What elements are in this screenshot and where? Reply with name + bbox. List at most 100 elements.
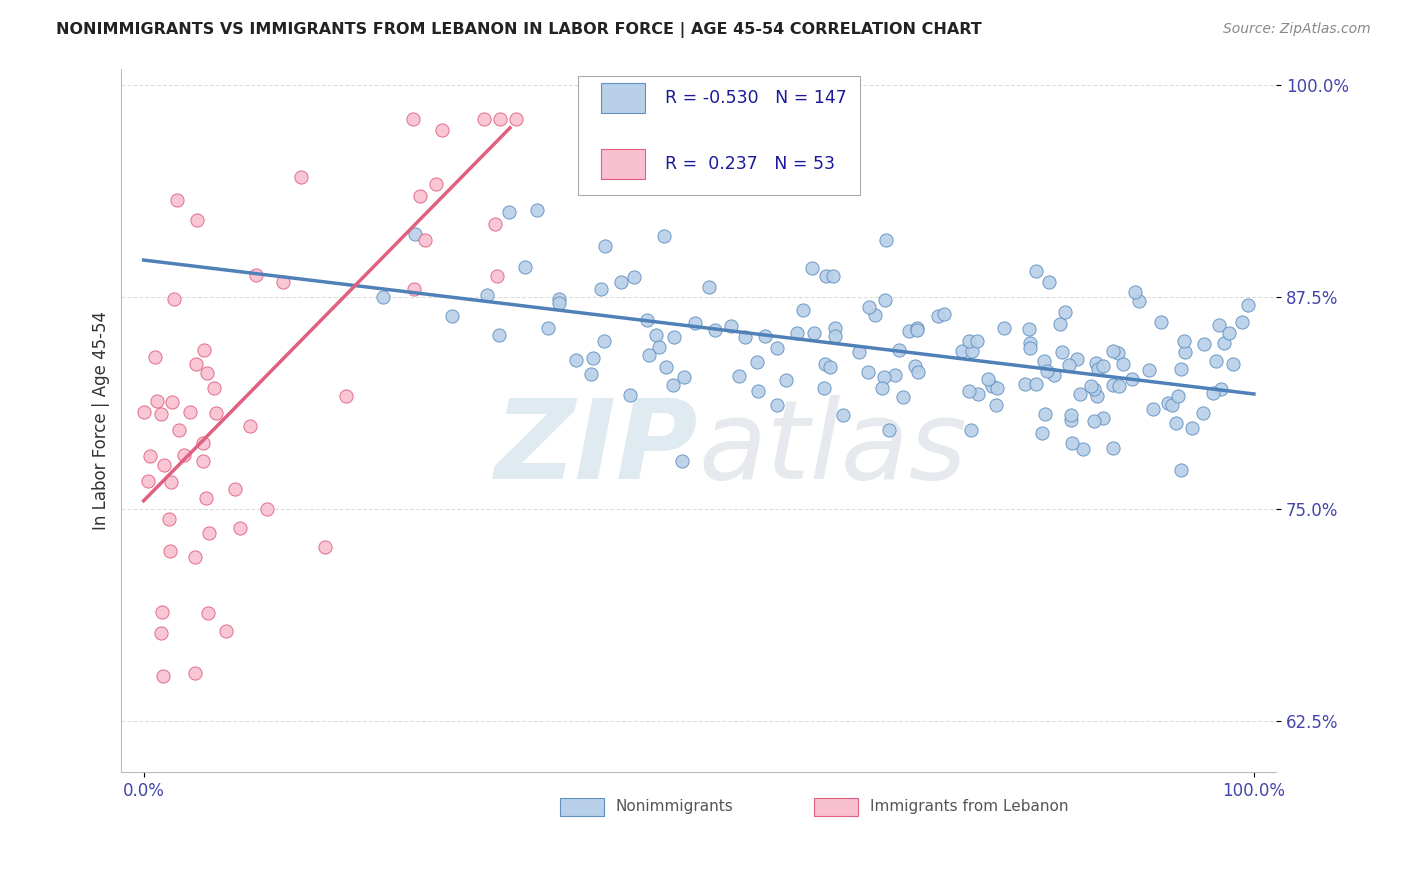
Point <box>977 372 1000 386</box>
Point <box>224 482 246 496</box>
Point <box>1192 406 1215 420</box>
Point <box>139 449 162 463</box>
Point <box>813 381 835 395</box>
Point <box>645 327 668 342</box>
Point <box>619 388 641 402</box>
Y-axis label: In Labor Force | Age 45-54: In Labor Force | Age 45-54 <box>93 310 110 530</box>
Point <box>1170 361 1192 376</box>
Point <box>957 334 980 348</box>
Point <box>727 369 749 384</box>
Point <box>1083 414 1105 428</box>
Point <box>245 268 267 282</box>
Point <box>875 293 897 307</box>
Point <box>1181 421 1204 435</box>
Point <box>404 281 426 295</box>
Point <box>591 282 613 296</box>
Point <box>1018 322 1040 336</box>
Point <box>290 169 312 184</box>
Point <box>1156 396 1178 410</box>
Point <box>149 407 172 421</box>
Text: Nonimmigrants: Nonimmigrants <box>616 799 734 814</box>
Point <box>960 423 983 437</box>
Text: atlas: atlas <box>699 395 967 502</box>
Point <box>1033 407 1056 421</box>
Bar <box>600 83 644 112</box>
Point <box>193 343 215 357</box>
Point <box>1066 351 1088 366</box>
Point <box>1192 337 1215 351</box>
Point <box>335 389 357 403</box>
Point <box>800 261 823 276</box>
Point <box>197 607 219 621</box>
Point <box>1014 377 1036 392</box>
Point <box>1142 402 1164 417</box>
Point <box>205 407 228 421</box>
Point <box>803 326 825 341</box>
Point <box>581 367 603 381</box>
Point <box>905 323 928 337</box>
Point <box>256 501 278 516</box>
Point <box>652 229 675 244</box>
Point <box>145 394 167 409</box>
Point <box>824 321 846 335</box>
Point <box>475 288 498 302</box>
Point <box>498 205 520 219</box>
Bar <box>560 798 605 815</box>
Point <box>766 398 789 412</box>
Point <box>747 384 769 398</box>
Point <box>1170 463 1192 477</box>
Point <box>1060 435 1083 450</box>
Point <box>993 321 1015 335</box>
Point <box>1060 413 1083 427</box>
Point <box>662 377 685 392</box>
Point <box>1137 363 1160 377</box>
Point <box>371 290 394 304</box>
Point <box>1164 417 1187 431</box>
Point <box>488 328 510 343</box>
Point <box>1033 354 1056 368</box>
Point <box>815 269 838 284</box>
Point <box>1080 379 1102 393</box>
Point <box>1038 275 1060 289</box>
Point <box>314 540 336 554</box>
Point <box>814 357 837 371</box>
Point <box>229 521 252 535</box>
Point <box>186 213 208 227</box>
Point <box>150 605 173 619</box>
Point <box>195 491 218 505</box>
Point <box>655 359 678 374</box>
Point <box>159 475 181 489</box>
Point <box>957 384 980 399</box>
Point <box>907 366 929 380</box>
Point <box>786 326 808 340</box>
Text: ZIP: ZIP <box>495 395 699 502</box>
Text: R = -0.530   N = 147: R = -0.530 N = 147 <box>665 89 846 107</box>
Point <box>1174 345 1197 359</box>
Point <box>1236 298 1258 312</box>
Point <box>856 365 879 379</box>
Point <box>415 233 437 247</box>
Point <box>950 344 973 359</box>
Point <box>904 359 927 373</box>
Point <box>986 398 1008 412</box>
Point <box>153 458 176 472</box>
Point <box>1036 364 1059 378</box>
Point <box>858 301 880 315</box>
Point <box>163 292 186 306</box>
Point <box>489 112 512 127</box>
Point <box>671 454 693 468</box>
Point <box>848 345 870 359</box>
Point <box>775 373 797 387</box>
Point <box>472 112 495 127</box>
Point <box>1149 315 1171 329</box>
Point <box>765 341 787 355</box>
Point <box>960 344 983 359</box>
Point <box>1054 305 1077 319</box>
Point <box>593 334 616 349</box>
Point <box>239 418 262 433</box>
Point <box>565 353 588 368</box>
Point <box>1222 357 1244 371</box>
Point <box>1202 385 1225 400</box>
Point <box>184 666 207 681</box>
Point <box>526 203 548 218</box>
